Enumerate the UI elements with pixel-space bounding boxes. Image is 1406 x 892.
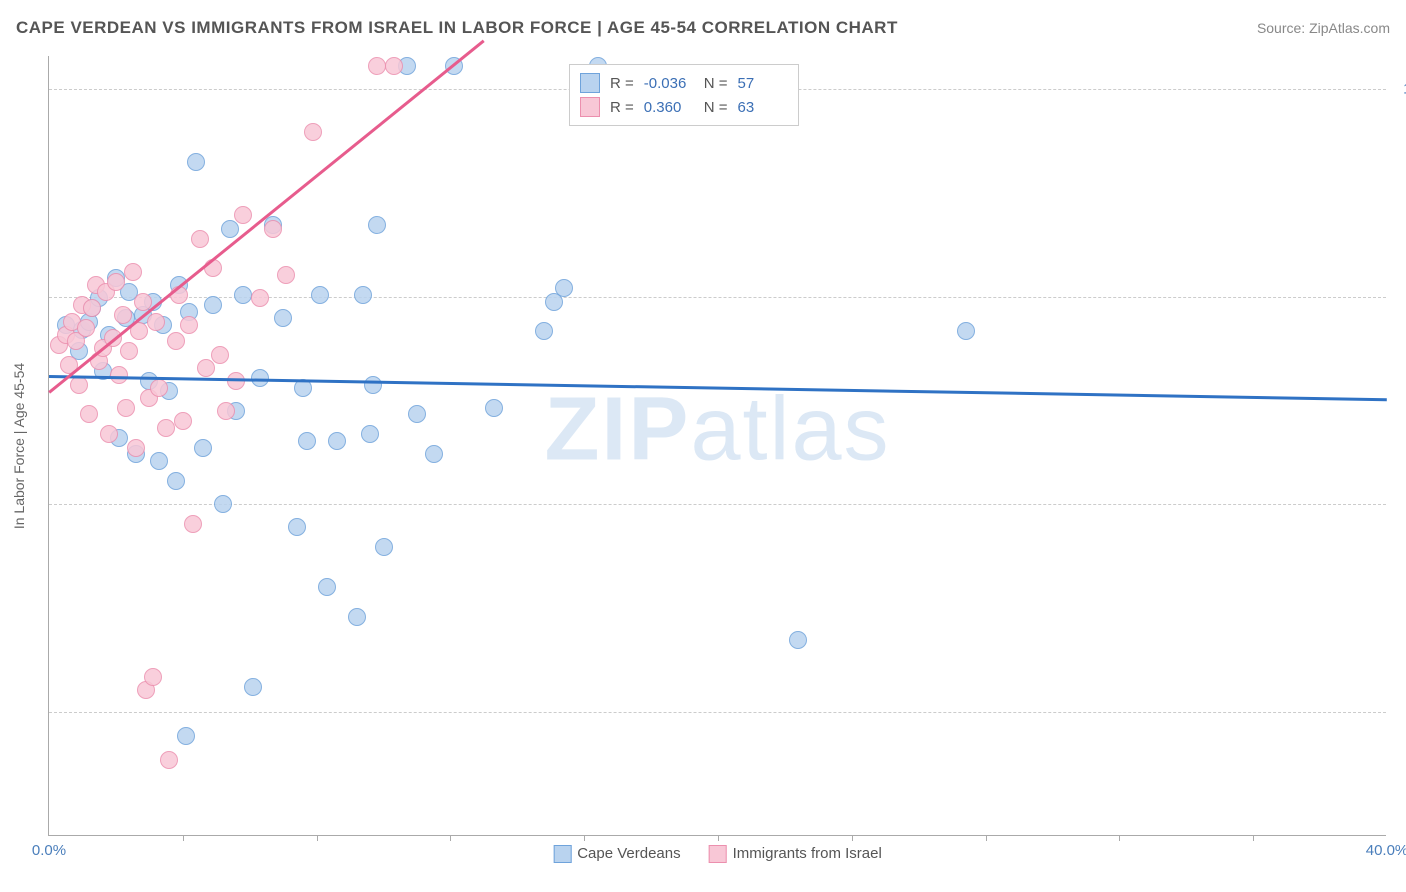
data-point	[789, 631, 807, 649]
data-point	[167, 472, 185, 490]
stats-row: R =-0.036N =57	[580, 71, 788, 95]
data-point	[70, 376, 88, 394]
data-point	[144, 668, 162, 686]
data-point	[354, 286, 372, 304]
trend-line	[48, 40, 484, 394]
data-point	[311, 286, 329, 304]
y-tick-label: 62.5%	[1394, 703, 1406, 720]
data-point	[80, 405, 98, 423]
x-tick-label: 40.0%	[1366, 842, 1406, 859]
data-point	[385, 57, 403, 75]
data-point	[221, 220, 239, 238]
data-point	[83, 299, 101, 317]
data-point	[535, 322, 553, 340]
data-point	[157, 419, 175, 437]
y-tick-label: 75.0%	[1394, 496, 1406, 513]
data-point	[184, 515, 202, 533]
stats-row: R =0.360N =63	[580, 95, 788, 119]
legend: Cape Verdeans Immigrants from Israel	[553, 845, 882, 863]
data-point	[227, 372, 245, 390]
data-point	[274, 309, 292, 327]
data-point	[150, 379, 168, 397]
data-point	[147, 313, 165, 331]
data-point	[251, 289, 269, 307]
chart-title: CAPE VERDEAN VS IMMIGRANTS FROM ISRAEL I…	[16, 18, 898, 38]
data-point	[298, 432, 316, 450]
data-point	[214, 495, 232, 513]
data-point	[361, 425, 379, 443]
data-point	[194, 439, 212, 457]
data-point	[368, 57, 386, 75]
data-point	[120, 342, 138, 360]
data-point	[110, 366, 128, 384]
legend-item: Cape Verdeans	[553, 845, 680, 863]
data-point	[107, 273, 125, 291]
scatter-plot-area: ZIPatlas In Labor Force | Age 45-54 R =-…	[48, 56, 1386, 836]
data-point	[288, 518, 306, 536]
data-point	[180, 316, 198, 334]
data-point	[234, 206, 252, 224]
data-point	[124, 263, 142, 281]
y-axis-title: In Labor Force | Age 45-54	[11, 362, 27, 528]
data-point	[277, 266, 295, 284]
data-point	[77, 319, 95, 337]
data-point	[100, 425, 118, 443]
data-point	[957, 322, 975, 340]
data-point	[127, 439, 145, 457]
data-point	[234, 286, 252, 304]
data-point	[114, 306, 132, 324]
data-point	[375, 538, 393, 556]
y-tick-label: 100.0%	[1394, 81, 1406, 98]
data-point	[364, 376, 382, 394]
data-point	[204, 296, 222, 314]
data-point	[244, 678, 262, 696]
x-tick-label: 0.0%	[32, 842, 66, 859]
watermark: ZIPatlas	[544, 378, 890, 481]
legend-item: Immigrants from Israel	[709, 845, 882, 863]
data-point	[160, 751, 178, 769]
data-point	[368, 216, 386, 234]
data-point	[264, 220, 282, 238]
y-tick-label: 87.5%	[1394, 288, 1406, 305]
data-point	[485, 399, 503, 417]
data-point	[425, 445, 443, 463]
data-point	[174, 412, 192, 430]
data-point	[328, 432, 346, 450]
data-point	[150, 452, 168, 470]
data-point	[408, 405, 426, 423]
data-point	[217, 402, 235, 420]
data-point	[304, 123, 322, 141]
data-point	[197, 359, 215, 377]
data-point	[187, 153, 205, 171]
data-point	[167, 332, 185, 350]
data-point	[211, 346, 229, 364]
trend-line	[49, 375, 1387, 401]
data-point	[134, 293, 152, 311]
data-point	[177, 727, 195, 745]
correlation-stats-box: R =-0.036N =57R =0.360N =63	[569, 64, 799, 126]
data-point	[318, 578, 336, 596]
source-attribution: Source: ZipAtlas.com	[1257, 20, 1390, 36]
data-point	[117, 399, 135, 417]
data-point	[191, 230, 209, 248]
data-point	[555, 279, 573, 297]
data-point	[348, 608, 366, 626]
